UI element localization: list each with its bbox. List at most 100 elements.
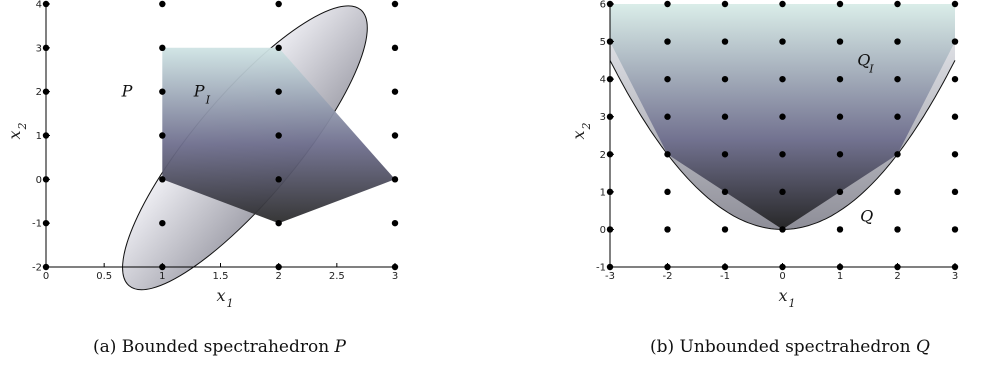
lattice-point [836,38,844,45]
lattice-point [664,75,671,83]
lattice-point [721,151,729,158]
x-tick-label: 1 [159,271,165,282]
lattice-point [159,44,166,52]
lattice-point [42,176,50,183]
lattice-point [951,151,959,158]
lattice-point [275,88,282,95]
lattice-point [391,88,399,95]
lattice-point [721,0,729,8]
lattice-point [275,44,282,52]
lattice-point [664,113,671,120]
lattice-point [951,38,959,45]
x-axis-label-sub: 1 [227,297,234,310]
lattice-point [951,113,959,120]
y-tick-label: 0 [36,175,42,186]
lattice-point [836,151,844,158]
caption-a: (a) Bounded spectrahedron P [93,337,347,357]
x-tick-label: 2.5 [329,271,345,282]
y-tick-label: -1 [32,219,42,230]
y-tick-label: -1 [596,263,606,274]
lattice-point [275,0,282,8]
lattice-point [159,219,166,227]
x-tick-label: 1 [837,271,843,282]
lattice-point [664,226,671,233]
region-label-sub: I [868,62,874,75]
lattice-point [664,263,671,271]
lattice-point [779,188,786,196]
lattice-point [606,38,614,45]
x-tick-label: 3 [952,271,958,282]
x-tick-label: 0 [779,271,785,282]
y-tick-label: 4 [36,0,42,11]
lattice-point [42,263,50,271]
lattice-point [721,263,729,271]
x-tick-label: 2 [894,271,900,282]
lattice-point [159,132,166,139]
lattice-point [42,219,50,227]
region-label-QI: Q [857,50,870,69]
lattice-point [894,113,901,120]
x-tick-label: 2 [275,271,281,282]
lattice-point [275,132,282,139]
y-tick-label: 1 [600,187,606,198]
lattice-point [894,188,901,196]
x-tick-label: -2 [663,271,673,282]
lattice-point [159,0,166,8]
lattice-point [951,188,959,196]
lattice-point [159,176,166,183]
caption-b: (b) Unbounded spectrahedron Q [650,337,930,357]
lattice-point [275,176,282,183]
lattice-point [894,226,901,233]
y-axis-label-sub: 2 [580,123,593,131]
lattice-point [391,132,399,139]
x-axis-label: x [217,286,226,305]
lattice-point [606,226,614,233]
y-tick-label: 3 [36,43,42,54]
lattice-point [894,0,901,8]
lattice-point [664,188,671,196]
y-axis-label-group: x2 [569,123,593,140]
lattice-point [391,0,399,8]
lattice-point [836,75,844,83]
lattice-point [606,263,614,271]
y-axis-label: x [5,130,24,139]
region-label-sub: I [205,94,211,107]
lattice-point [606,75,614,83]
lattice-point [836,226,844,233]
lattice-point [721,38,729,45]
x-tick-label: 0 [43,271,49,282]
lattice-point [391,219,399,227]
y-tick-label: 5 [600,37,606,48]
region-label-P: P [121,82,133,101]
y-tick-label: 2 [600,150,606,161]
lattice-point [894,263,901,271]
y-axis-label-sub: 2 [16,123,29,131]
lattice-point [951,75,959,83]
lattice-point [951,263,959,271]
region-label-PI: P [193,82,205,101]
lattice-point [391,263,399,271]
lattice-point [42,44,50,52]
y-axis-label-group: x2 [5,123,29,140]
lattice-point [391,44,399,52]
lattice-point [836,113,844,120]
y-tick-label: 2 [36,87,42,98]
lattice-point [779,38,786,45]
lattice-point [664,0,671,8]
lattice-point [159,88,166,95]
region-label-Q: Q [860,206,873,225]
x-axis-label: x [779,286,788,305]
x-tick-label: -1 [720,271,730,282]
lattice-point [606,113,614,120]
x-tick-label: -3 [605,271,615,282]
lattice-point [721,75,729,83]
lattice-point [779,75,786,83]
lattice-point [951,226,959,233]
lattice-point [42,132,50,139]
lattice-point [42,0,50,8]
x-tick-label: 3 [392,271,398,282]
lattice-point [664,38,671,45]
lattice-point [275,263,282,271]
